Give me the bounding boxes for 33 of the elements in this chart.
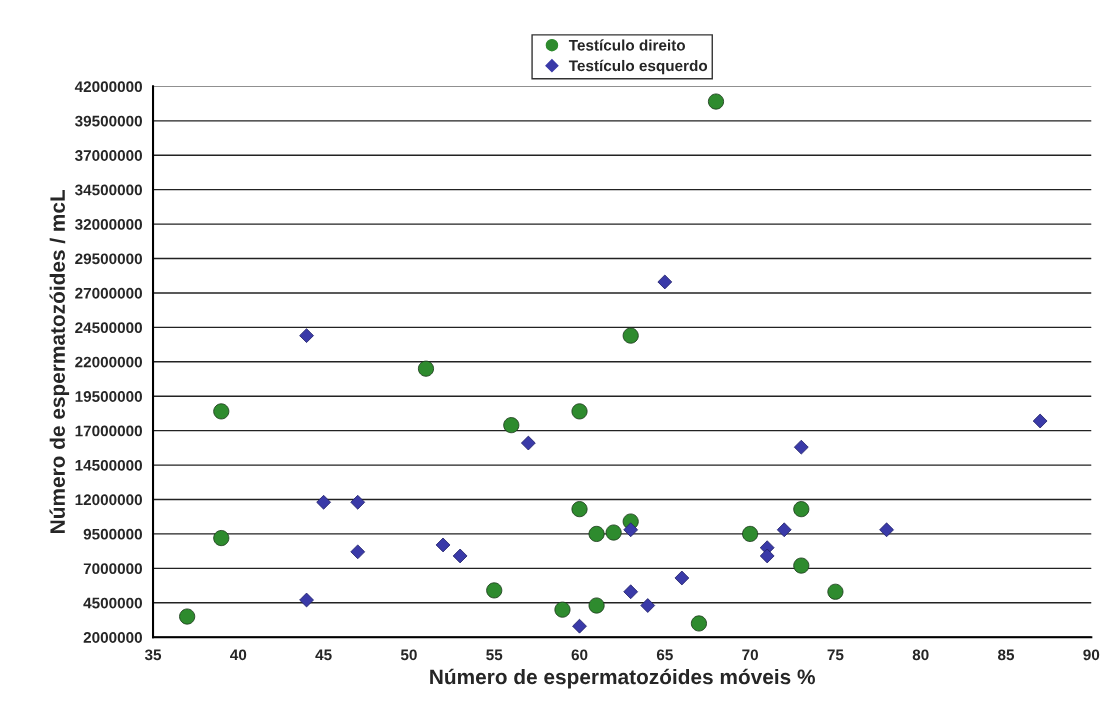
legend-label: Testículo esquerdo xyxy=(568,59,708,75)
y-tick-label: 22000000 xyxy=(75,356,142,368)
y-tick-label: 39500000 xyxy=(75,115,142,127)
y-tick-label: 29500000 xyxy=(75,253,142,265)
x-tick-label: 80 xyxy=(912,649,929,661)
y-tick-label: 32000000 xyxy=(75,218,142,230)
y-tick-label: 12000000 xyxy=(75,494,142,506)
x-tick-label: 75 xyxy=(827,649,844,661)
x-tick-label: 35 xyxy=(144,649,162,661)
x-tick-label: 60 xyxy=(571,649,588,661)
y-tick-label: 7000000 xyxy=(83,563,142,575)
x-axis-title: Número de espermatozóides móveis % xyxy=(430,668,815,689)
x-tick-label: 90 xyxy=(1083,649,1100,661)
y-tick-label: 19500000 xyxy=(75,391,142,402)
x-tick-label: 50 xyxy=(400,649,417,661)
x-tick-label: 65 xyxy=(656,649,673,661)
y-tick-label: 9500000 xyxy=(83,528,142,540)
y-tick-label: 34500000 xyxy=(75,184,142,196)
y-tick-label: 24500000 xyxy=(75,322,142,334)
x-tick-label: 55 xyxy=(486,649,503,661)
y-tick-label: 42000000 xyxy=(74,81,142,93)
x-tick-label: 70 xyxy=(742,649,758,661)
y-tick-label: 17000000 xyxy=(75,425,142,437)
y-tick-label: 27000000 xyxy=(75,287,142,299)
x-tick-label: 45 xyxy=(315,649,332,661)
y-tick-label: 4500000 xyxy=(83,597,142,609)
x-tick-label: 85 xyxy=(998,649,1015,661)
y-tick-label: 2000000 xyxy=(83,632,142,643)
legend-label: Testículo direito xyxy=(568,39,686,51)
x-tick-label: 40 xyxy=(230,649,247,661)
y-tick-label: 14500000 xyxy=(75,459,142,471)
y-axis-title: Número de espermatozóides / mcL xyxy=(49,189,70,533)
y-tick-label: 37000000 xyxy=(75,150,142,161)
